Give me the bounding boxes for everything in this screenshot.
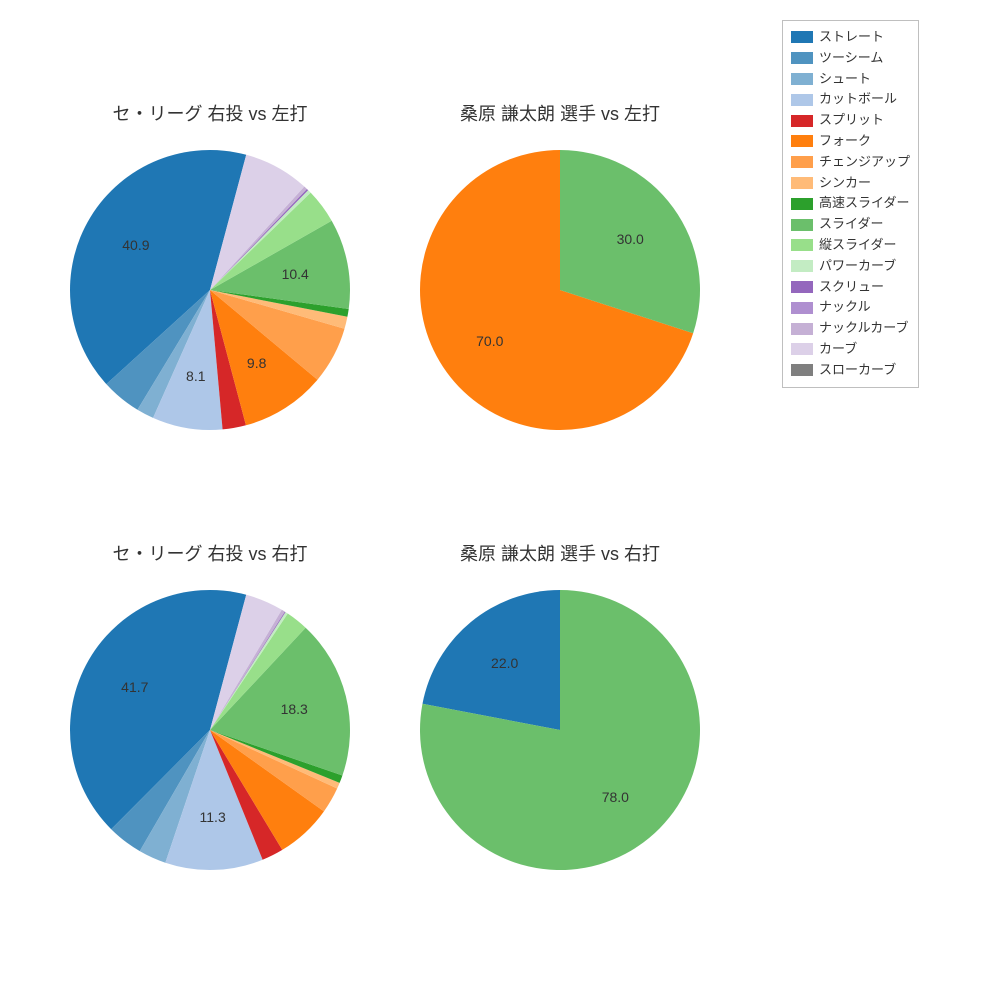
legend-item: ツーシーム bbox=[791, 48, 910, 69]
legend-item: カーブ bbox=[791, 339, 910, 360]
legend-label: ナックルカーブ bbox=[819, 318, 908, 339]
legend-label: スローカーブ bbox=[819, 360, 896, 381]
legend-label: フォーク bbox=[819, 131, 871, 152]
legend-swatch bbox=[791, 135, 813, 147]
legend-swatch bbox=[791, 239, 813, 251]
legend-swatch bbox=[791, 281, 813, 293]
legend-item: スローカーブ bbox=[791, 360, 910, 381]
legend-label: 高速スライダー bbox=[819, 193, 909, 214]
chart-title: セ・リーグ 右投 vs 左打 bbox=[112, 100, 307, 126]
legend-item: ストレート bbox=[791, 27, 910, 48]
legend-label: カットボール bbox=[819, 89, 897, 110]
legend-label: チェンジアップ bbox=[819, 152, 910, 173]
legend-swatch bbox=[791, 73, 813, 85]
legend-swatch bbox=[791, 323, 813, 335]
legend-swatch bbox=[791, 156, 813, 168]
legend-swatch bbox=[791, 260, 813, 272]
legend-item: スクリュー bbox=[791, 277, 910, 298]
legend-label: カーブ bbox=[819, 339, 857, 360]
legend-swatch bbox=[791, 94, 813, 106]
chart-title: セ・リーグ 右投 vs 右打 bbox=[112, 540, 307, 566]
legend-swatch bbox=[791, 115, 813, 127]
legend-label: スクリュー bbox=[819, 277, 884, 298]
legend-item: カットボール bbox=[791, 89, 910, 110]
legend-swatch bbox=[791, 177, 813, 189]
legend-label: スプリット bbox=[819, 110, 884, 131]
legend-label: シンカー bbox=[819, 173, 871, 194]
legend-label: シュート bbox=[819, 69, 871, 90]
pie-chart bbox=[416, 586, 704, 874]
legend-label: ストレート bbox=[819, 27, 884, 48]
legend-swatch bbox=[791, 198, 813, 210]
legend-item: フォーク bbox=[791, 131, 910, 152]
legend-swatch bbox=[791, 364, 813, 376]
figure: ストレートツーシームシュートカットボールスプリットフォークチェンジアップシンカー… bbox=[0, 0, 1000, 1000]
legend-label: 縦スライダー bbox=[819, 235, 896, 256]
pie-chart bbox=[416, 146, 704, 434]
chart-title: 桑原 謙太朗 選手 vs 右打 bbox=[460, 540, 660, 566]
legend-item: ナックルカーブ bbox=[791, 318, 910, 339]
legend-label: パワーカーブ bbox=[819, 256, 896, 277]
legend-item: スライダー bbox=[791, 214, 910, 235]
legend-swatch bbox=[791, 302, 813, 314]
legend-item: 高速スライダー bbox=[791, 193, 910, 214]
legend-label: スライダー bbox=[819, 214, 883, 235]
legend-item: 縦スライダー bbox=[791, 235, 910, 256]
chart-title: 桑原 謙太朗 選手 vs 左打 bbox=[460, 100, 660, 126]
legend: ストレートツーシームシュートカットボールスプリットフォークチェンジアップシンカー… bbox=[782, 20, 919, 388]
legend-swatch bbox=[791, 31, 813, 43]
legend-item: パワーカーブ bbox=[791, 256, 910, 277]
legend-swatch bbox=[791, 343, 813, 355]
legend-item: ナックル bbox=[791, 297, 910, 318]
legend-swatch bbox=[791, 52, 813, 64]
legend-item: シュート bbox=[791, 69, 910, 90]
legend-label: ナックル bbox=[819, 297, 871, 318]
legend-item: シンカー bbox=[791, 173, 910, 194]
pie-chart bbox=[66, 146, 354, 434]
legend-item: スプリット bbox=[791, 110, 910, 131]
legend-label: ツーシーム bbox=[819, 48, 883, 69]
legend-swatch bbox=[791, 219, 813, 231]
pie-chart bbox=[66, 586, 354, 874]
legend-item: チェンジアップ bbox=[791, 152, 910, 173]
